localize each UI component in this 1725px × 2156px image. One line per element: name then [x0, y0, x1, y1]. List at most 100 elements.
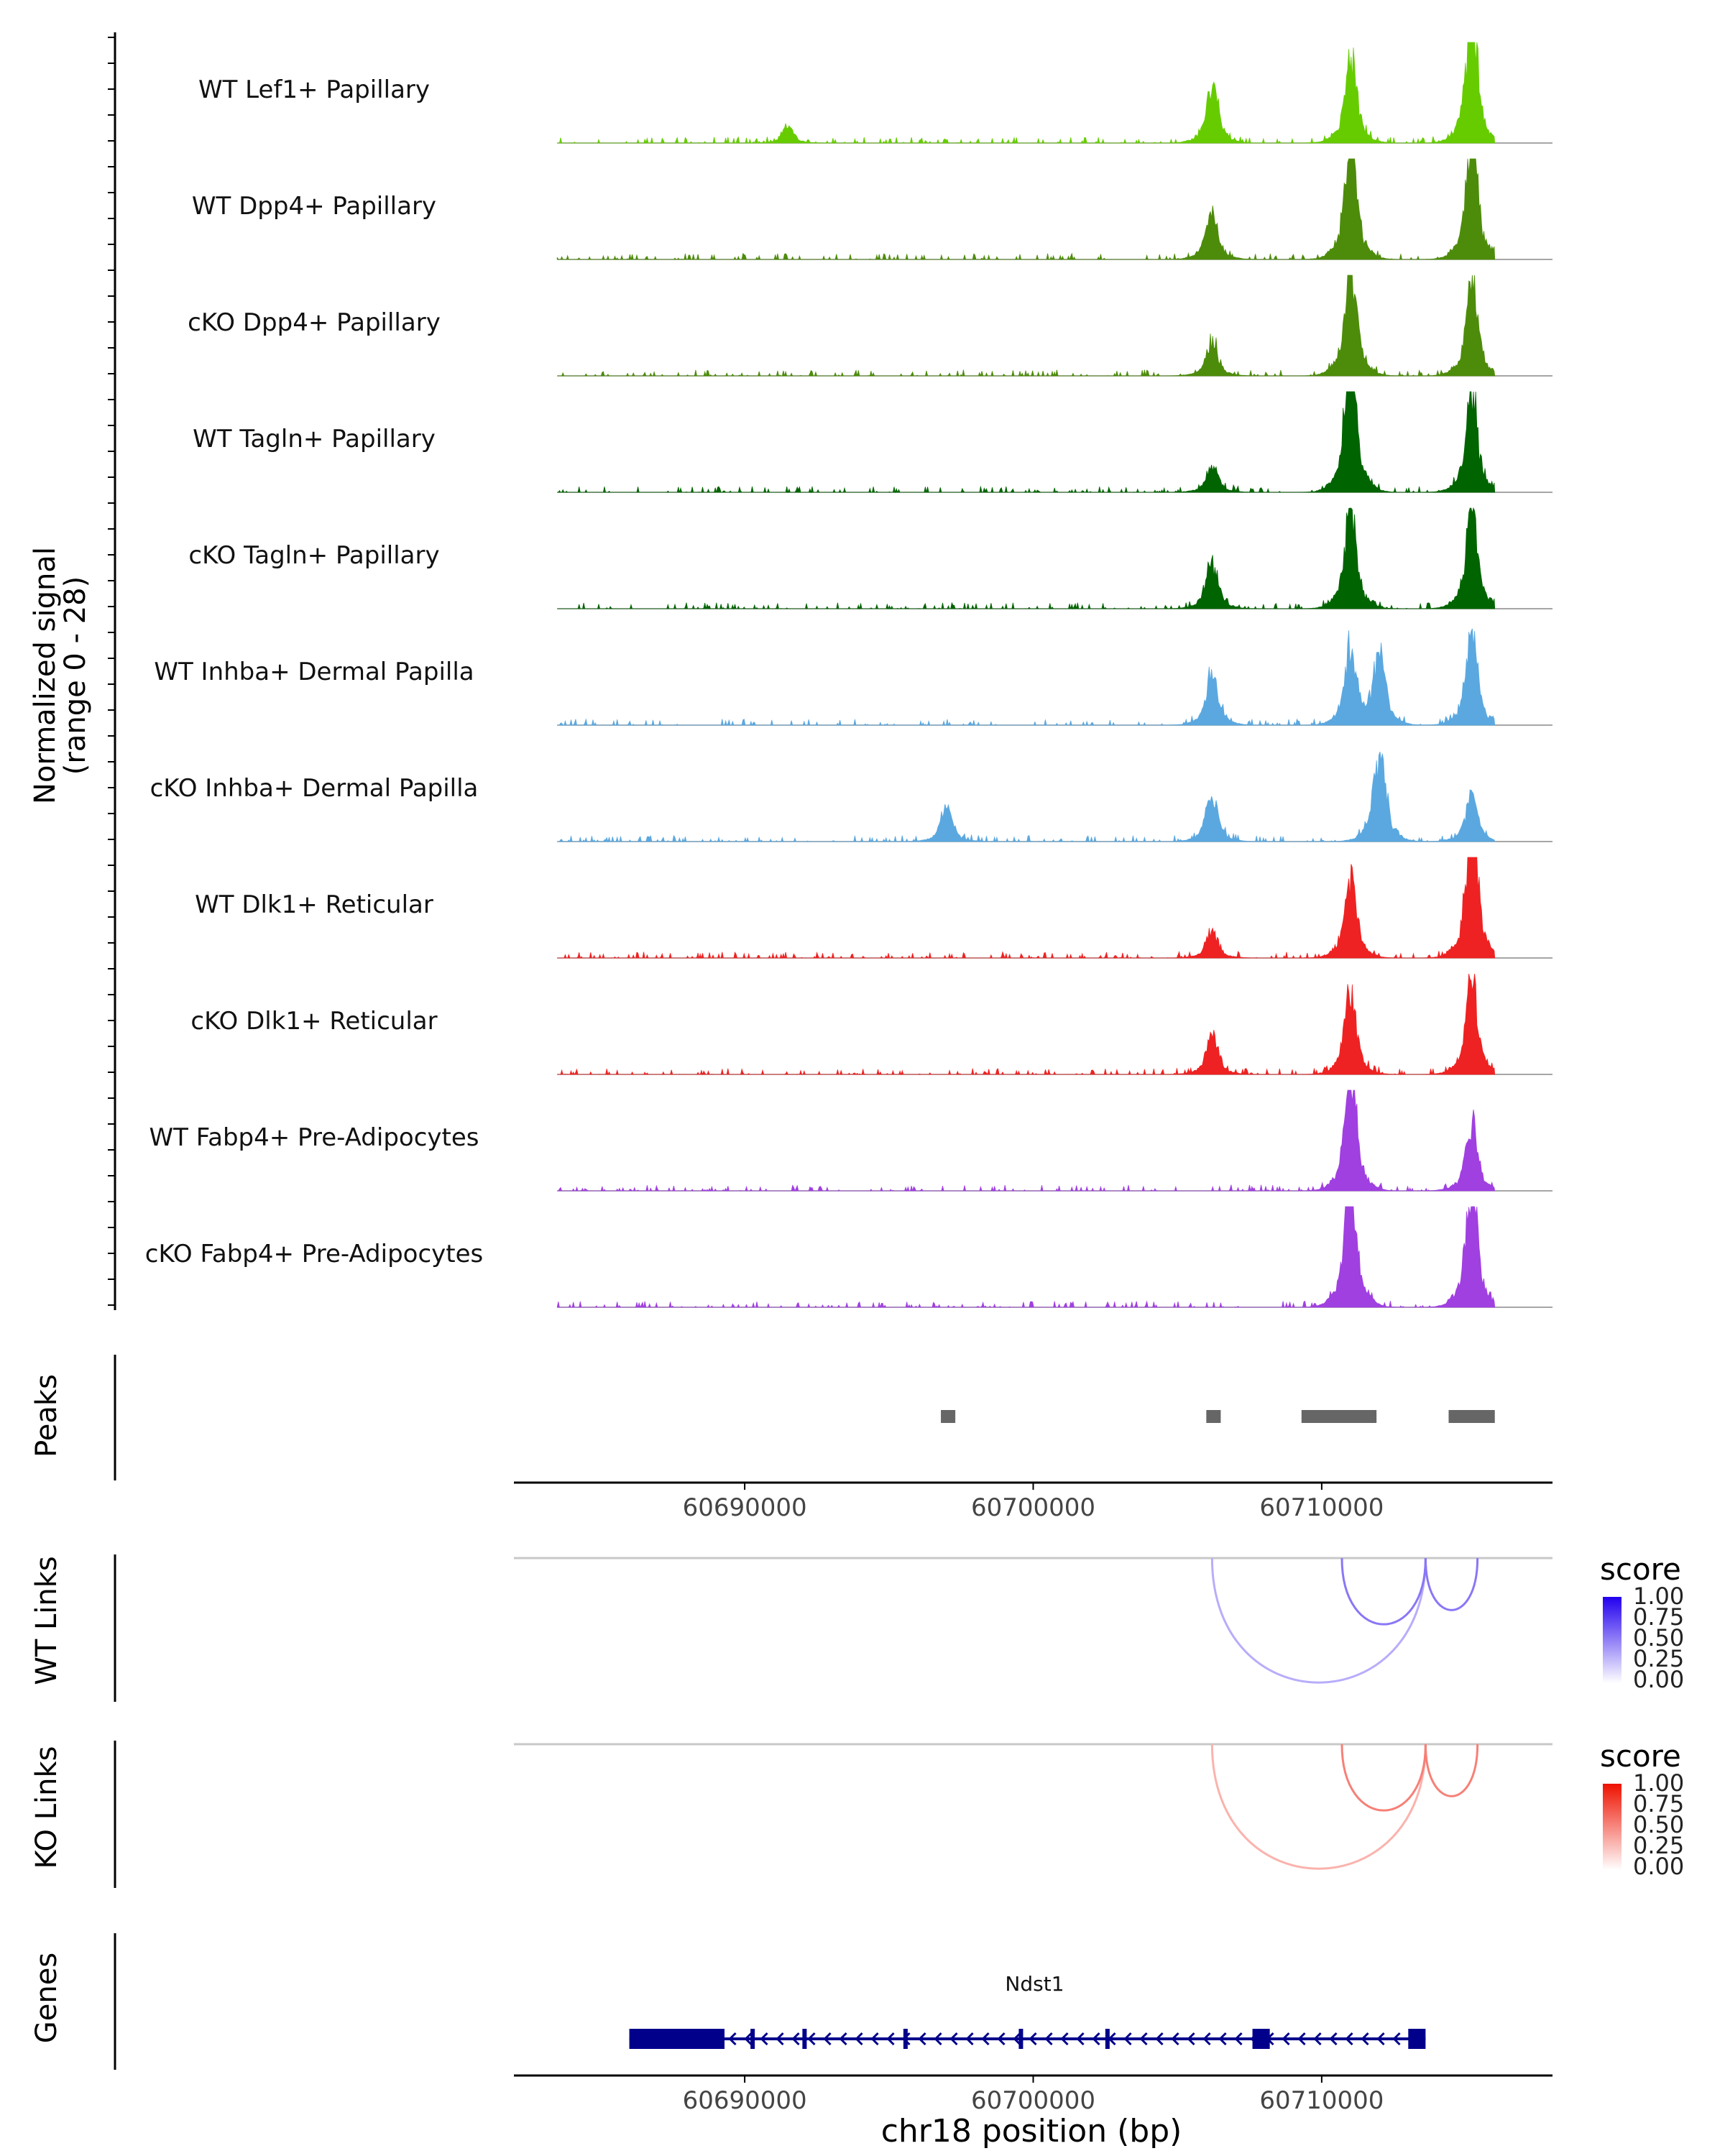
coverage-track: WT Tagln+ Papillary: [193, 391, 1552, 494]
link-arc: [1340, 1557, 1427, 1626]
track-label: WT Dpp4+ Papillary: [192, 192, 436, 221]
gene-name: Ndst1: [1005, 1972, 1064, 1996]
peaks-track: [114, 1355, 1495, 1480]
strand-arrow: [1392, 2032, 1401, 2046]
coverage-tracks: WT Lef1+ Papillary WT Dpp4+ Papillary cKO …: [145, 42, 1552, 1309]
strand-arrow: [886, 2032, 895, 2046]
coverage-y-axis: [108, 32, 116, 1310]
ko-links-label: KO Links: [30, 1746, 63, 1869]
track-label: cKO Inhba+ Dermal Papilla: [150, 774, 479, 803]
wt-links-track: 1.000.750.500.250.00: [114, 1554, 1684, 1702]
genes-track-label: Genes: [30, 1953, 63, 2043]
track-label: WT Tagln+ Papillary: [193, 425, 436, 453]
link-arc: [1424, 1743, 1479, 1797]
x-axis-top: 60690000 60700000 60710000: [514, 1481, 1552, 1522]
track-label: cKO Dpp4+ Papillary: [188, 308, 441, 337]
coverage-track: cKO Dpp4+ Papillary: [188, 275, 1552, 377]
ko-links-track: 1.000.750.500.250.00: [114, 1741, 1684, 1888]
legend-tick-label: 0.75: [1633, 1603, 1684, 1631]
coverage-track: WT Dpp4+ Papillary: [192, 158, 1552, 261]
coverage-track: WT Dlk1+ Reticular: [195, 857, 1552, 959]
gene-exon: [1018, 2029, 1024, 2049]
wt-legend-title: score: [1600, 1552, 1681, 1587]
gene-exon: [903, 2029, 908, 2049]
track-label: WT Fabp4+ Pre-Adipocytes: [150, 1123, 479, 1152]
strand-arrow: [1139, 2032, 1148, 2046]
ko-legend-title: score: [1600, 1738, 1681, 1774]
strand-arrow: [1092, 2032, 1100, 2046]
coverage-track: cKO Inhba+ Dermal Papilla: [150, 751, 1552, 843]
x-tick-label: 60690000: [683, 1493, 807, 1522]
strand-arrow: [1029, 2032, 1037, 2046]
link-arc: [1424, 1557, 1479, 1611]
track-label: cKO Dlk1+ Reticular: [190, 1007, 437, 1036]
gene-exon: [1408, 2029, 1426, 2049]
link-arc: [1340, 1743, 1427, 1812]
strand-arrow: [1376, 2032, 1385, 2046]
legend-tick-label: 0.25: [1633, 1832, 1684, 1859]
link-arc: [1210, 1557, 1427, 1684]
strand-arrow: [1313, 2032, 1322, 2046]
track-label: cKO Tagln+ Papillary: [188, 541, 439, 570]
strand-arrow: [760, 2032, 768, 2046]
strand-arrow: [1297, 2032, 1306, 2046]
strand-arrow: [1076, 2032, 1085, 2046]
coverage-track: WT Fabp4+ Pre-Adipocytes: [150, 1089, 1552, 1192]
strand-arrow: [1044, 2032, 1053, 2046]
x-tick-label: 60690000: [683, 2086, 807, 2115]
track-label: cKO Fabp4+ Pre-Adipocytes: [145, 1240, 484, 1268]
coverage-ylabel-line1: Normalized signal: [29, 547, 62, 804]
strand-arrow: [807, 2032, 816, 2046]
coverage-signal: [557, 1089, 1496, 1192]
legend-tick-label: 0.50: [1633, 1811, 1684, 1838]
gene-exon: [750, 2029, 755, 2049]
coverage-signal: [557, 751, 1496, 843]
track-label: WT Inhba+ Dermal Papilla: [154, 658, 474, 686]
track-label: WT Dlk1+ Reticular: [195, 890, 433, 919]
strand-arrow: [1329, 2032, 1338, 2046]
legend-colorbar: [1603, 1597, 1622, 1683]
track-label: WT Lef1+ Papillary: [198, 75, 430, 104]
coverage-track: WT Inhba+ Dermal Papilla: [154, 628, 1552, 727]
legend-tick-label: 1.00: [1633, 1583, 1684, 1610]
coverage-track: cKO Dlk1+ Reticular: [190, 973, 1552, 1076]
coverage-ylabel-line2: (range 0 - 28): [59, 576, 92, 775]
legend-tick-label: 0.50: [1633, 1624, 1684, 1651]
gene-exon: [802, 2029, 807, 2049]
strand-arrow: [1060, 2032, 1069, 2046]
x-axis-label: chr18 position (bp): [881, 2113, 1182, 2150]
legend-tick-label: 0.00: [1633, 1853, 1684, 1880]
strand-arrow: [823, 2032, 832, 2046]
strand-arrow: [997, 2032, 1006, 2046]
peak-interval: [1206, 1410, 1221, 1423]
legend-colorbar: [1603, 1784, 1622, 1870]
strand-arrow: [965, 2032, 974, 2046]
strand-arrow: [1234, 2032, 1243, 2046]
genes-track: Ndst1: [114, 1933, 1426, 2070]
x-axis-bottom: 60690000 60700000 60710000: [514, 2074, 1552, 2115]
peak-interval: [941, 1410, 956, 1423]
legend-tick-label: 0.00: [1633, 1666, 1684, 1693]
link-arc: [1210, 1743, 1427, 1870]
strand-arrow: [855, 2032, 863, 2046]
coverage-track: cKO Fabp4+ Pre-Adipocytes: [145, 1206, 1552, 1309]
strand-arrow: [839, 2032, 847, 2046]
strand-arrow: [981, 2032, 990, 2046]
coverage-signal: [557, 391, 1496, 494]
strand-arrow: [949, 2032, 958, 2046]
coverage-track: WT Lef1+ Papillary: [198, 42, 1552, 144]
x-tick-label: 60700000: [971, 1493, 1095, 1522]
x-tick-label: 60700000: [971, 2086, 1095, 2115]
strand-arrow: [870, 2032, 879, 2046]
gene-exon: [629, 2029, 725, 2049]
strand-arrow: [728, 2032, 737, 2046]
strand-arrow: [934, 2032, 942, 2046]
strand-arrow: [744, 2032, 753, 2046]
x-tick-label: 60710000: [1259, 2086, 1384, 2115]
x-tick-label: 60710000: [1259, 1493, 1384, 1522]
strand-arrow: [1013, 2032, 1021, 2046]
peaks-track-label: Peaks: [30, 1374, 63, 1457]
coverage-signal: [557, 857, 1496, 959]
strand-arrow: [1171, 2032, 1179, 2046]
